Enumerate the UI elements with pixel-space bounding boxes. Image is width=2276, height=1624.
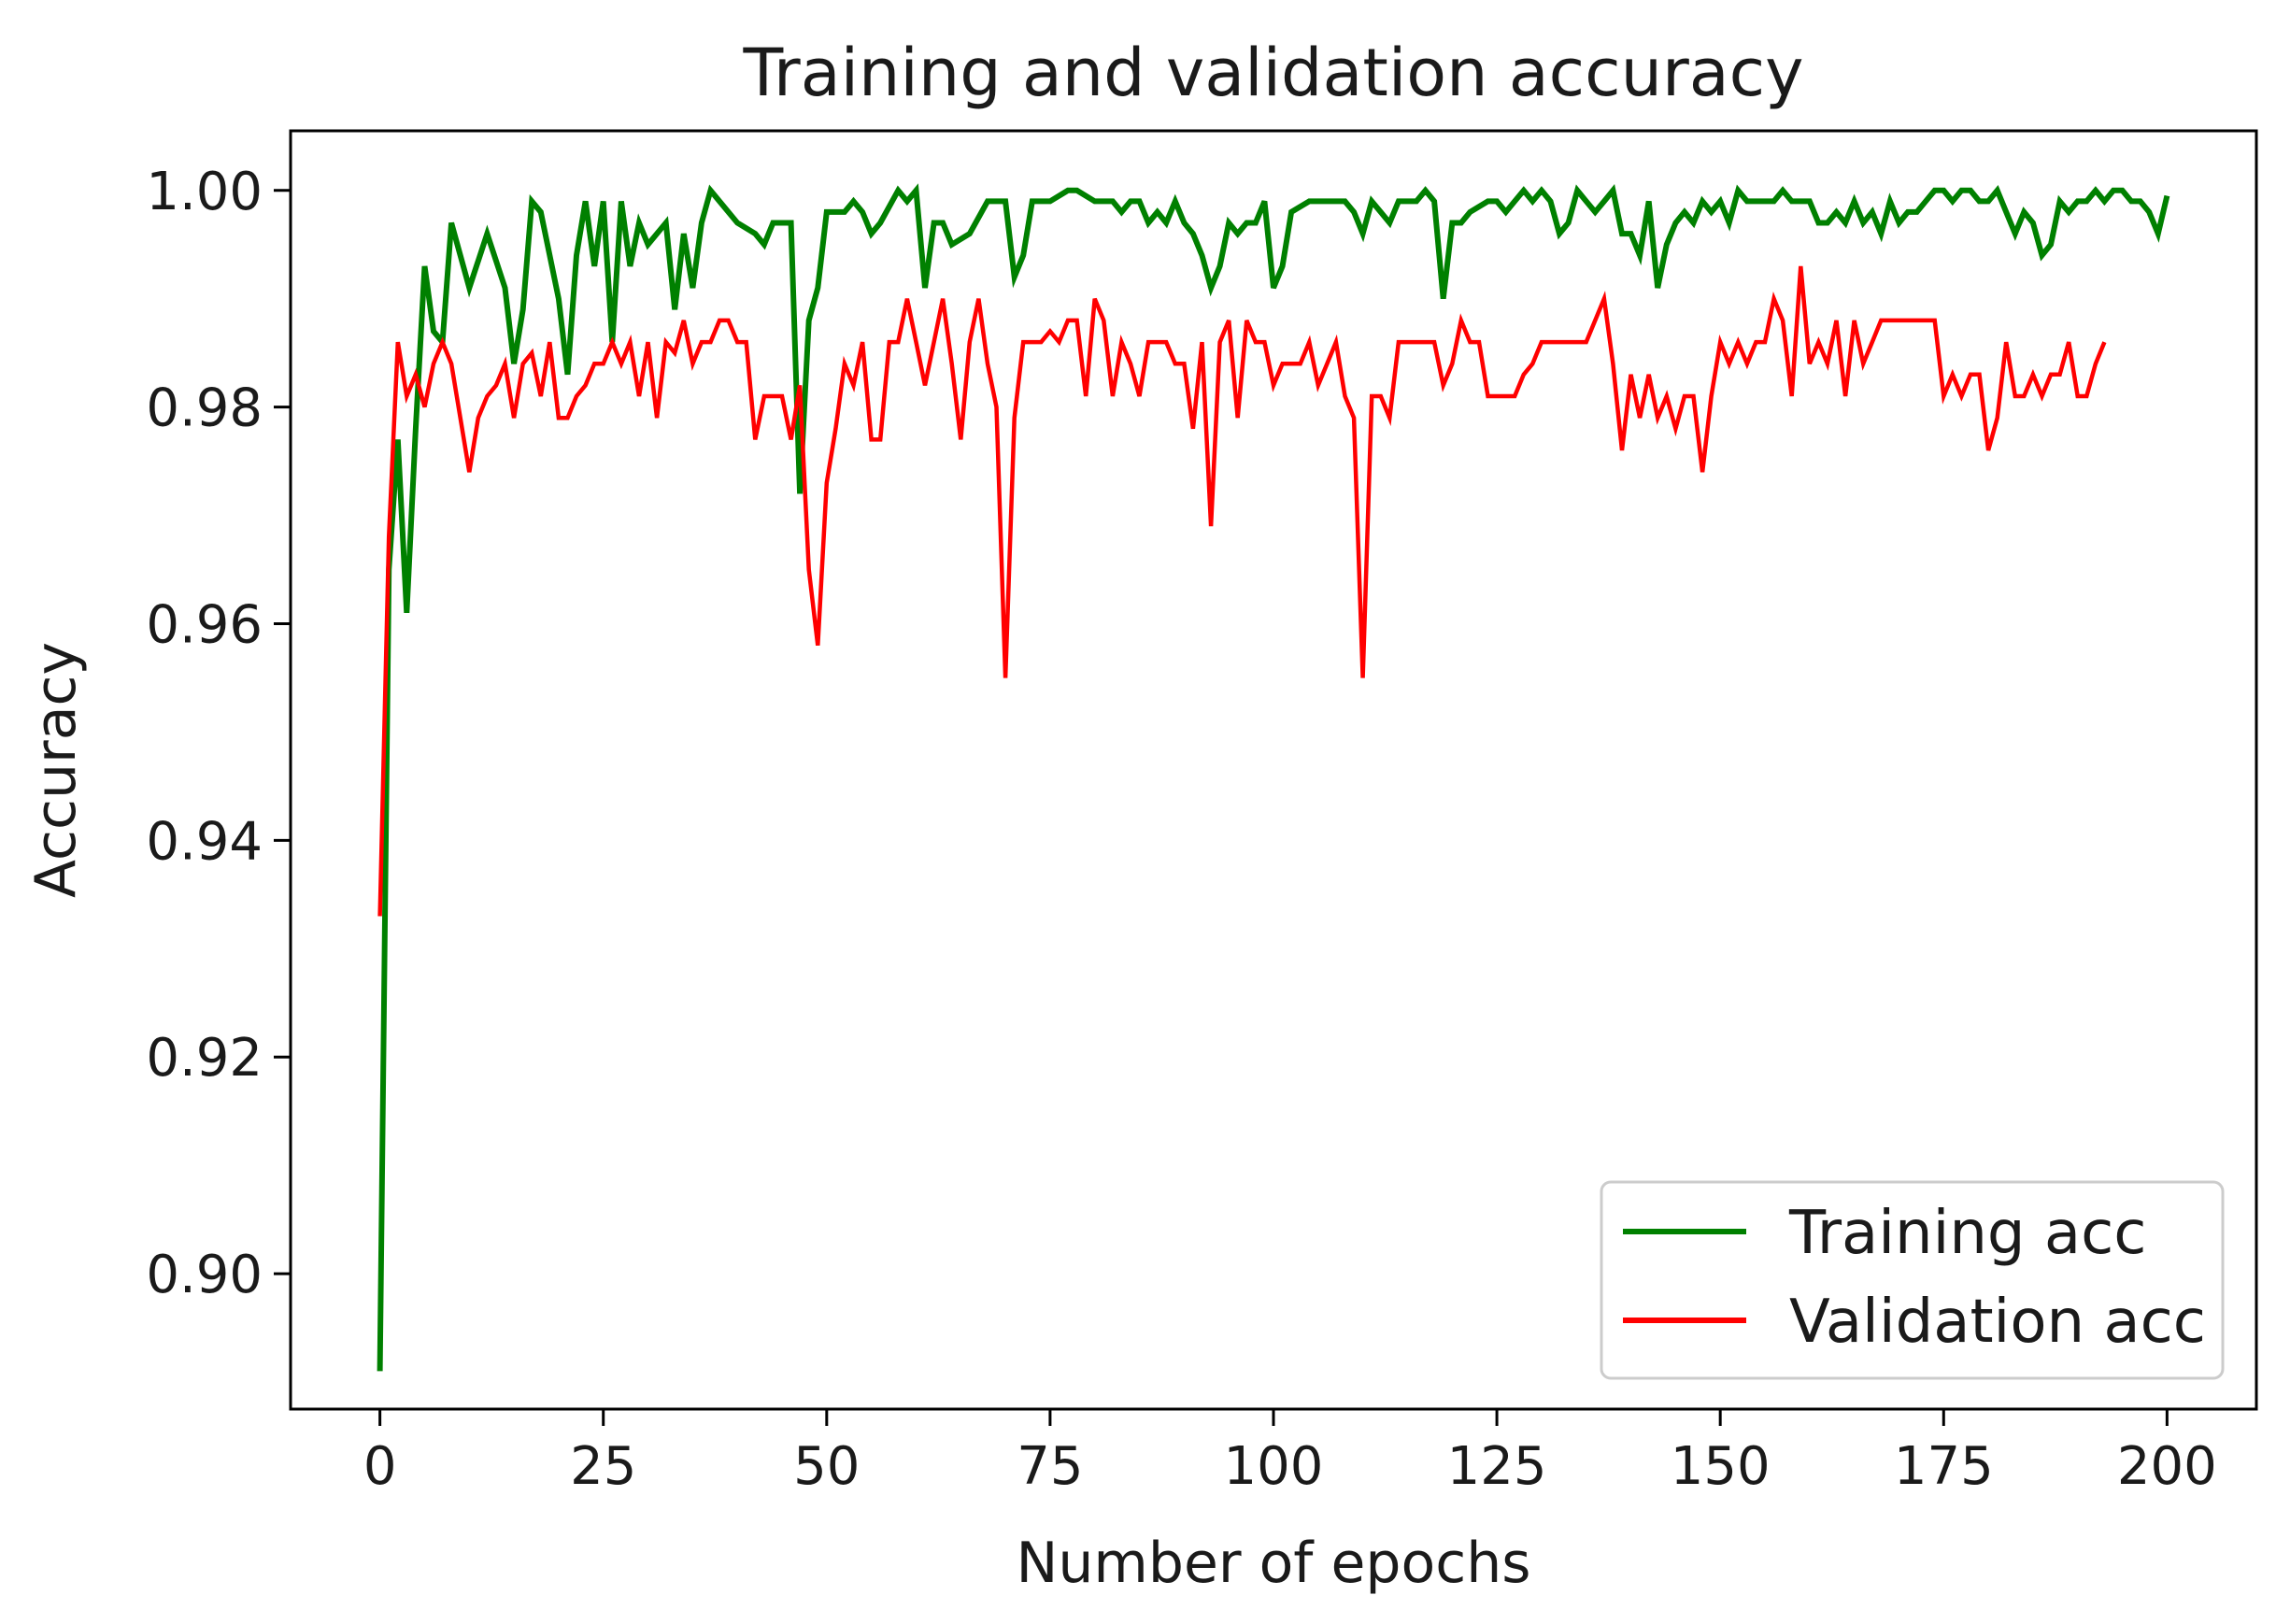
x-tick-label: 175 (1894, 1436, 1994, 1497)
legend-box (1600, 1180, 2225, 1380)
y-axis-label: Accuracy (23, 642, 89, 898)
y-tick-label: 0.94 (146, 811, 263, 872)
legend: Training acc Validation acc (1600, 1180, 2225, 1380)
y-axis: 0.90 0.92 0.94 0.96 0.98 1.00 (146, 162, 291, 1305)
x-tick-label: 125 (1447, 1436, 1547, 1497)
y-tick-label: 0.90 (146, 1245, 263, 1305)
legend-label-training: Training acc (1788, 1199, 2146, 1268)
y-tick-label: 0.92 (146, 1028, 263, 1089)
x-tick-label: 200 (2117, 1436, 2217, 1497)
x-tick-label: 0 (363, 1436, 397, 1497)
series-line-0 (377, 183, 2170, 1372)
x-tick-label: 75 (1017, 1436, 1083, 1497)
y-tick-label: 0.98 (146, 378, 263, 439)
series-line-1 (377, 265, 2107, 917)
legend-label-validation: Validation acc (1789, 1288, 2206, 1357)
chart-title: Training and validation accuracy (742, 35, 1803, 111)
y-tick-label: 0.96 (146, 594, 263, 655)
x-axis-label: Number of epochs (1017, 1531, 1531, 1596)
plot-series (377, 183, 2170, 1372)
x-tick-label: 25 (570, 1436, 636, 1497)
y-tick-label: 1.00 (146, 162, 263, 222)
x-axis: 0 25 50 75 100 125 150 175 200 (363, 1409, 2217, 1497)
x-tick-label: 100 (1224, 1436, 1324, 1497)
x-tick-label: 50 (793, 1436, 860, 1497)
x-tick-label: 150 (1671, 1436, 1771, 1497)
